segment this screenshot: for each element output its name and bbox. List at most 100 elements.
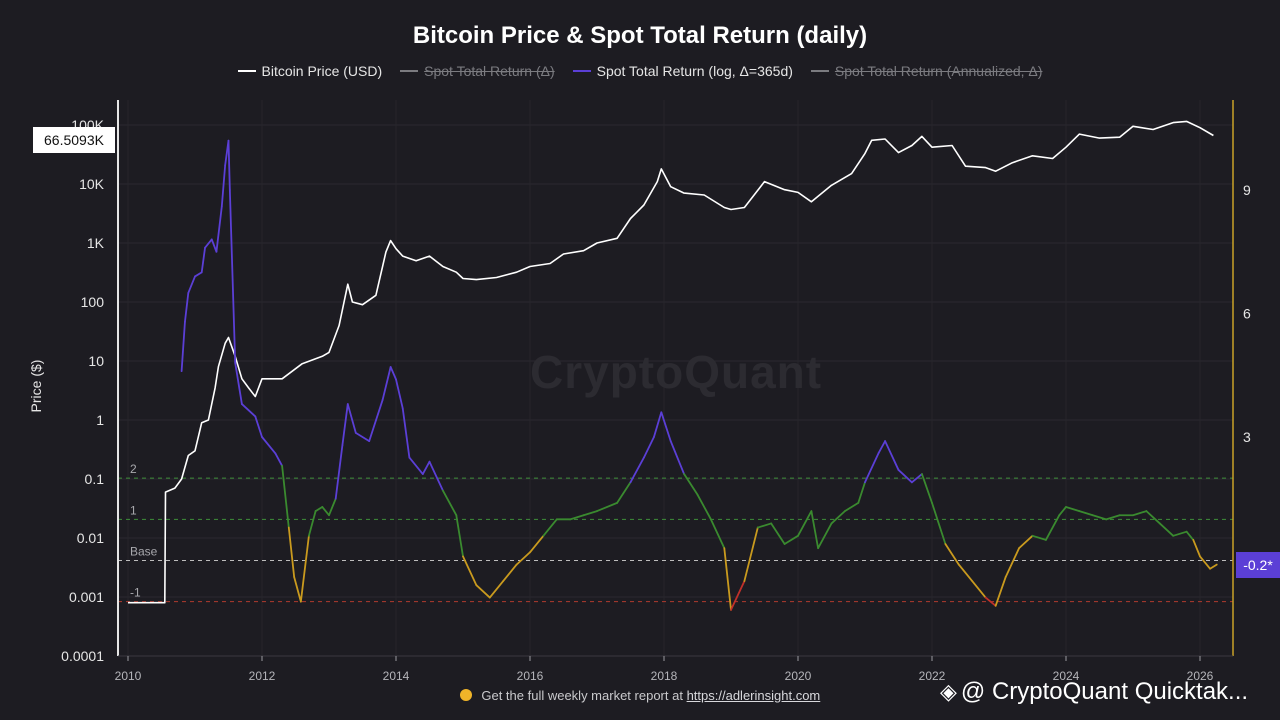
current-return-badge: -0.2*	[1236, 552, 1280, 578]
x-tick-label: 2020	[785, 669, 812, 683]
series-segment-spot-total-return	[401, 407, 411, 459]
legend-swatch	[400, 70, 419, 72]
y-left-tick-label: 1	[96, 412, 104, 428]
series-segment-spot-total-return	[864, 452, 880, 484]
series-segment-spot-total-return	[502, 563, 518, 582]
series-segment-spot-total-return	[228, 189, 237, 364]
series-segment-spot-total-return	[215, 205, 223, 253]
legend-swatch	[237, 70, 256, 72]
series-segment-spot-total-return	[184, 292, 190, 323]
x-tick-label: 2014	[383, 669, 410, 683]
series-segment-spot-total-return	[1192, 539, 1201, 558]
legend-item-spot-total-return-log[interactable]: Spot Total Return (log, Δ=365d)	[572, 63, 793, 79]
series-segment-spot-total-return	[683, 473, 699, 496]
series-segment-spot-total-return	[743, 526, 759, 582]
axes: 0.00010.0010.010.11101001K10K100K3692010…	[61, 100, 1251, 683]
series-segment-spot-total-return	[254, 415, 263, 438]
reference-line-label: -1	[130, 586, 141, 600]
series-segment-spot-total-return	[1065, 506, 1081, 513]
legend-item-spot-total-return-annualized[interactable]: Spot Total Return (Annualized, Δ)	[810, 63, 1042, 79]
series-segment-spot-total-return	[261, 436, 277, 455]
series-segment-spot-total-return	[783, 534, 799, 545]
x-tick-label: 2026	[1187, 669, 1214, 683]
series-segment-spot-total-return	[187, 275, 196, 294]
series-segment-spot-total-return	[428, 460, 444, 492]
series-segment-spot-total-return	[321, 506, 330, 517]
series-segment-spot-total-return	[643, 436, 655, 459]
series-segment-spot-total-return	[307, 510, 317, 537]
series-segment-spot-total-return	[770, 522, 786, 545]
legend-swatch	[572, 70, 591, 72]
series-segment-spot-total-return	[756, 522, 773, 529]
series-segment-spot-total-return	[897, 469, 913, 484]
series-segment-spot-total-return	[1172, 530, 1188, 537]
legend-label: Bitcoin Price (USD)	[261, 63, 383, 79]
series-segment-spot-total-return	[877, 440, 886, 455]
series-segment-spot-total-return	[200, 246, 206, 274]
legend-label: Spot Total Return (Δ)	[424, 63, 555, 79]
series-segment-spot-total-return	[844, 501, 860, 513]
series-segment-spot-total-return	[488, 580, 505, 599]
series-segment-spot-total-return	[314, 506, 324, 513]
chart-title: Bitcoin Price & Spot Total Return (daily…	[412, 22, 868, 49]
series-segment-spot-total-return	[274, 452, 284, 467]
current-price-badge: 66.5093K	[33, 127, 115, 153]
y-right-tick-label: 3	[1243, 429, 1251, 445]
series-segment-spot-total-return	[1158, 522, 1175, 537]
series-segment-spot-total-return	[210, 238, 218, 253]
x-tick-label: 2010	[115, 669, 142, 683]
y-left-tick-label: 100	[81, 294, 105, 310]
footer-note: Get the full weekly market report at htt…	[0, 688, 1280, 703]
series-segment-spot-total-return	[227, 139, 231, 191]
series-segment-spot-total-return	[957, 563, 974, 582]
legend-item-bitcoin-price[interactable]: Bitcoin Price (USD)	[237, 63, 383, 79]
series-segment-spot-total-return	[723, 547, 732, 611]
series-segment-spot-total-return	[1018, 534, 1034, 550]
series-segment-spot-total-return	[857, 481, 866, 504]
series-segment-spot-total-return	[441, 489, 458, 517]
series-segment-spot-total-return	[395, 378, 404, 410]
reference-lines: 2 1 Base -1	[118, 462, 1233, 603]
series-segment-spot-total-return	[1031, 534, 1047, 541]
legend-item-spot-total-return[interactable]: Spot Total Return (Δ)	[400, 63, 555, 79]
series-segment-spot-total-return	[944, 543, 960, 566]
series-segment-spot-total-return	[341, 403, 349, 447]
y-right-tick-label: 6	[1243, 306, 1251, 322]
series-segment-spot-total-return	[328, 497, 337, 517]
brand-tag: ◈ @ CryptoQuant Quicktak...	[940, 678, 1248, 706]
series-segment-spot-total-return	[408, 456, 424, 475]
series-segment-spot-total-return	[354, 431, 371, 443]
series-segment-spot-total-return	[582, 510, 598, 517]
series-segment-spot-total-return	[629, 456, 645, 484]
series-segment-spot-total-return	[204, 238, 213, 249]
series-segment-spot-total-return	[374, 399, 384, 422]
series-segment-spot-total-return	[542, 518, 558, 537]
series-segment-spot-total-return	[931, 501, 947, 545]
x-tick-label: 2016	[517, 669, 544, 683]
series-segment-spot-total-return	[334, 444, 344, 500]
series-segment-spot-total-return	[389, 366, 397, 381]
series-segment-spot-total-return	[911, 473, 923, 484]
series-segment-spot-total-return	[730, 580, 746, 611]
y-right-tick-label: 9	[1243, 182, 1251, 198]
legend-swatch	[810, 70, 829, 72]
x-tick-label: 2022	[919, 669, 946, 683]
series-segment-spot-total-return	[287, 526, 296, 578]
series-segment-spot-total-return	[180, 320, 186, 373]
series-segment-spot-total-return	[1132, 510, 1148, 517]
binance-diamond-icon: ◈	[940, 679, 957, 704]
series-segment-spot-total-return	[1209, 563, 1218, 570]
series-segment-spot-total-return	[1058, 506, 1067, 517]
series-segment-spot-total-return	[797, 510, 813, 537]
series-segment-spot-total-return	[529, 534, 545, 554]
series-segment-spot-total-return	[710, 518, 726, 550]
x-tick-label: 2018	[651, 669, 678, 683]
series-segment-spot-total-return	[234, 361, 243, 405]
series-segment-spot-total-return	[346, 403, 357, 434]
footer-link[interactable]: https://adlerinsight.com	[686, 688, 821, 703]
series-segment-spot-total-return	[240, 403, 257, 418]
series-group	[128, 120, 1218, 611]
series-segment-spot-total-return	[669, 440, 685, 475]
watermark: CryptoQuant	[530, 346, 823, 398]
series-segment-spot-total-return	[281, 464, 290, 529]
